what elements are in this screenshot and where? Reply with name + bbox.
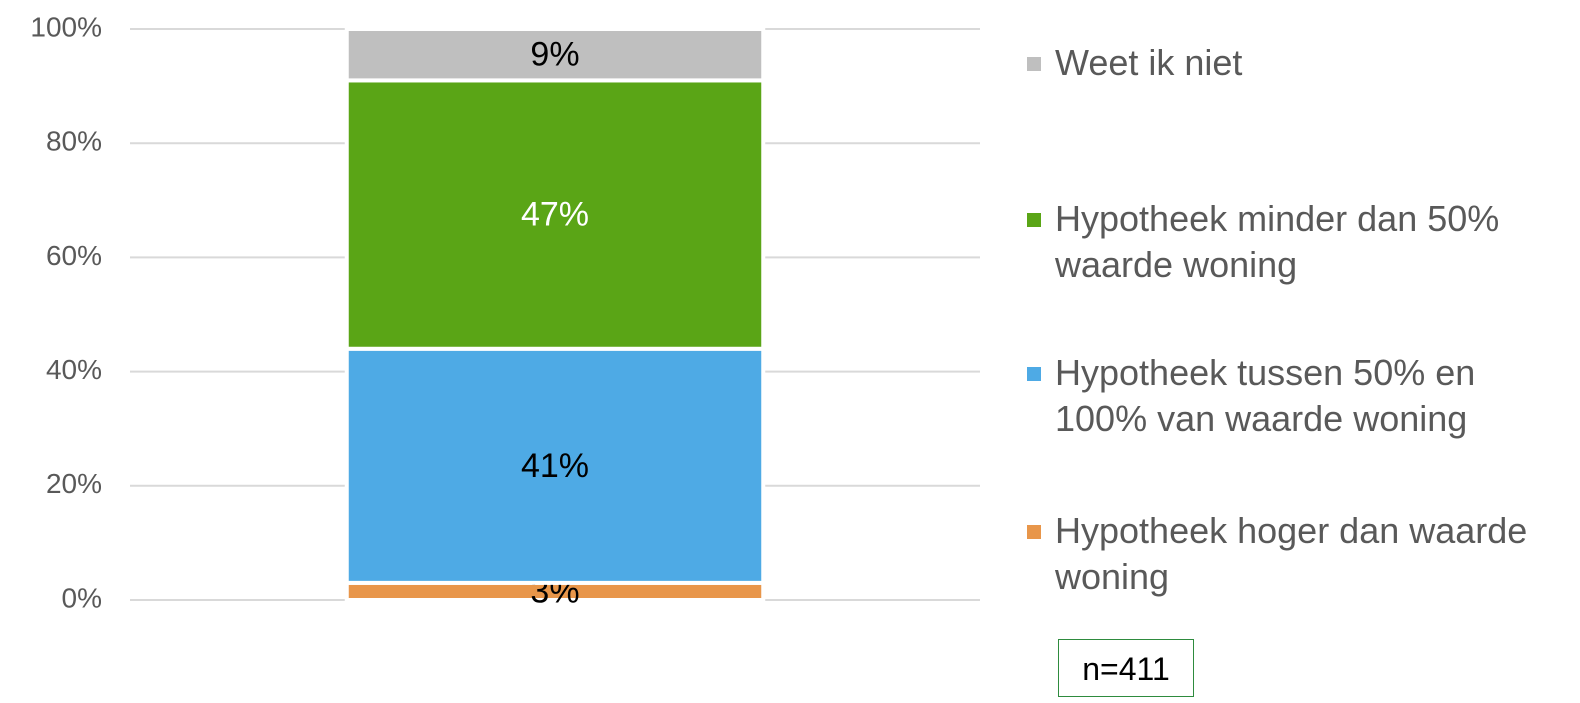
legend-swatch <box>1027 213 1041 227</box>
value-label: 9% <box>530 36 579 74</box>
legend-item: Hypotheek hoger dan waarde woning <box>1027 508 1572 600</box>
bar-segment <box>344 78 766 351</box>
legend-label: Hypotheek hoger dan waarde woning <box>1055 510 1528 597</box>
y-tick-label: 40% <box>46 354 102 385</box>
y-tick-label: 100% <box>30 11 102 42</box>
y-tick-label: 0% <box>62 582 102 613</box>
value-label: 41% <box>521 447 589 485</box>
legend-swatch <box>1027 525 1041 539</box>
legend-item: Hypotheek tussen 50% en 100% van waarde … <box>1027 350 1572 442</box>
legend-label: Hypotheek tussen 50% en 100% van waarde … <box>1055 352 1476 439</box>
sample-size: n=411 <box>1058 639 1194 697</box>
y-tick-label: 20% <box>46 468 102 499</box>
bar-segment <box>344 346 766 585</box>
legend-item: Weet ik niet <box>1027 40 1572 86</box>
value-label: 47% <box>521 196 589 234</box>
bar-segment <box>344 27 766 83</box>
y-tick-label: 60% <box>46 240 102 271</box>
legend-swatch <box>1027 57 1041 71</box>
legend-item: Hypotheek minder dan 50% waarde woning <box>1027 196 1572 288</box>
legend-label: Weet ik niet <box>1055 42 1243 83</box>
y-tick-label: 80% <box>46 126 102 157</box>
legend-swatch <box>1027 367 1041 381</box>
legend-label: Hypotheek minder dan 50% waarde woning <box>1055 198 1500 285</box>
